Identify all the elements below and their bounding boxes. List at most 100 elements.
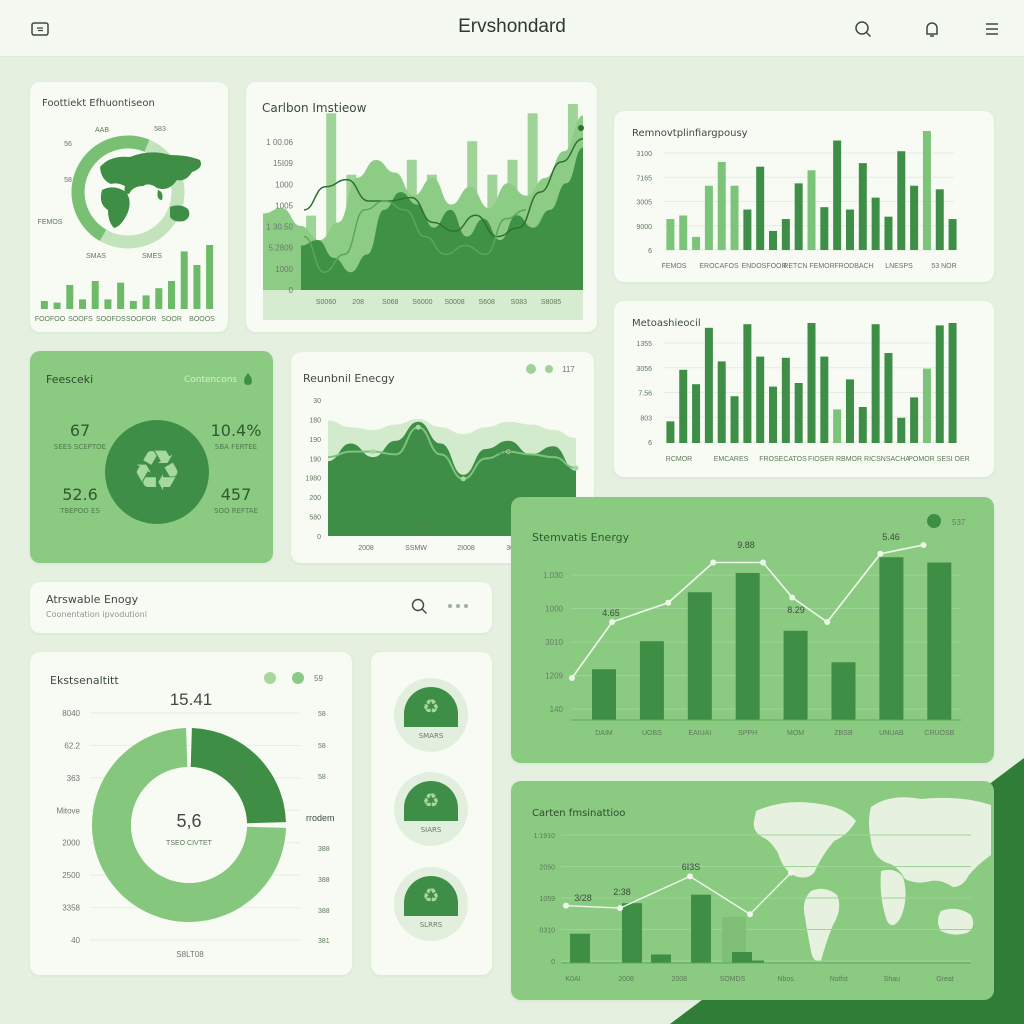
trend-point bbox=[609, 619, 616, 625]
x-tick-label: EMCARES bbox=[714, 456, 749, 463]
y-tick-label: 2500 bbox=[62, 871, 80, 880]
more-options-icon[interactable] bbox=[446, 602, 472, 610]
y-tick-label: 3005 bbox=[636, 200, 652, 207]
bar bbox=[820, 356, 829, 443]
metrics-title: Metoashieocil bbox=[632, 318, 701, 329]
x-tick-label: CRUOSB bbox=[924, 730, 954, 737]
bar bbox=[820, 207, 829, 250]
bar bbox=[922, 368, 931, 443]
trend-point bbox=[568, 675, 575, 681]
y-tick-label: 1:1910 bbox=[534, 833, 556, 840]
icon-list-item[interactable]: ♻ SIARS bbox=[394, 772, 468, 846]
bar bbox=[570, 933, 590, 963]
ring-label: SMS bbox=[182, 159, 198, 166]
hamburger-icon[interactable] bbox=[981, 18, 1003, 40]
x-tick-label: SOMDS bbox=[720, 976, 746, 983]
trend-point bbox=[665, 599, 672, 606]
right-tick-label: 58 bbox=[318, 711, 326, 718]
ring-label: 56 bbox=[64, 141, 72, 148]
point-label: 8.29 bbox=[787, 605, 805, 615]
y-tick-label: 0 bbox=[551, 959, 555, 966]
y-tick-label: 1005 bbox=[275, 201, 293, 210]
footprint-ring-segment bbox=[71, 135, 185, 249]
y-tick-label: 2050 bbox=[539, 865, 555, 872]
trend-point bbox=[370, 449, 376, 455]
bar bbox=[807, 323, 816, 443]
bar bbox=[871, 197, 880, 250]
bar bbox=[884, 216, 893, 250]
icon-list-item[interactable]: ♻ SLRRS bbox=[394, 867, 468, 941]
point-label: 6I3S bbox=[682, 862, 701, 872]
legend-dot[interactable] bbox=[927, 514, 941, 528]
bar bbox=[206, 245, 214, 309]
x-tick-label: FRODBACH bbox=[834, 263, 873, 270]
app-header: Ervshondard bbox=[0, 0, 1024, 57]
right-label: rrodem bbox=[306, 813, 335, 823]
right-tick-label: 381 bbox=[318, 938, 330, 945]
menu-box-icon[interactable] bbox=[29, 18, 51, 40]
legend-dot[interactable] bbox=[545, 365, 553, 373]
x-tick-label: LNESPS bbox=[885, 263, 913, 270]
recycle-icon: ♻ bbox=[404, 876, 458, 916]
x-tick-label: 53 NOR bbox=[931, 263, 956, 270]
search-bar-subtitle: Coonentation ipvodutionl bbox=[46, 610, 147, 619]
y-tick-label: 580 bbox=[309, 515, 321, 522]
bar bbox=[743, 324, 752, 443]
bar bbox=[735, 573, 760, 720]
x-tick-label: Nstfst bbox=[830, 976, 848, 983]
search-icon[interactable] bbox=[852, 18, 874, 40]
search-bar-card[interactable]: Atrswable Enogy Coonentation ipvodutionl bbox=[30, 582, 492, 633]
bar bbox=[704, 327, 713, 443]
x-tick-label: S083 bbox=[511, 299, 527, 306]
bar bbox=[679, 369, 688, 443]
trend-point bbox=[788, 869, 794, 876]
y-tick-label: 1355 bbox=[636, 341, 652, 348]
ring-label: SMAS bbox=[86, 253, 106, 260]
y-tick-label: 40 bbox=[71, 936, 80, 945]
x-tick-label: EROCAFOS bbox=[699, 263, 739, 270]
legend-dot[interactable] bbox=[292, 672, 304, 684]
carten-chart: 1:1910 2050 1059 0310 0 3/28 2:38 6I3S K0AI 2008 2… bbox=[534, 797, 991, 983]
bar bbox=[756, 166, 765, 250]
x-tick-label: BOOOS bbox=[189, 316, 215, 323]
point-label: 3/28 bbox=[574, 893, 592, 903]
slice-label: COR bbox=[229, 765, 245, 772]
legend-dot[interactable] bbox=[264, 672, 276, 684]
bar bbox=[769, 386, 778, 443]
bell-icon[interactable] bbox=[921, 18, 943, 40]
bar bbox=[783, 630, 808, 720]
bar bbox=[807, 170, 816, 250]
summary-link[interactable]: Contencons bbox=[184, 375, 238, 385]
x-tick-label: SOOFDS bbox=[96, 316, 126, 323]
bar bbox=[831, 662, 856, 720]
center-value: 5,6 bbox=[176, 811, 201, 831]
bar bbox=[948, 219, 957, 250]
bar bbox=[155, 288, 163, 309]
icon-list-item[interactable]: ♻ SMARS bbox=[394, 678, 468, 752]
legend-dot[interactable] bbox=[526, 364, 536, 374]
summary-title: Feesceki bbox=[46, 373, 94, 386]
y-tick-label: 1 30.50 bbox=[266, 223, 293, 232]
right-tick-label: 58 bbox=[318, 743, 326, 750]
trend-line bbox=[327, 426, 577, 480]
trend-point bbox=[617, 905, 623, 912]
stat-label: TBEPOO ES bbox=[60, 507, 100, 515]
x-tick-label: Great bbox=[936, 976, 954, 983]
y-tick-label: 1.030 bbox=[543, 571, 564, 580]
bar bbox=[833, 409, 842, 443]
y-tick-label: 0 bbox=[289, 286, 294, 295]
donut-hole bbox=[131, 767, 247, 883]
search-icon[interactable] bbox=[410, 597, 430, 617]
y-tick-label: 190 bbox=[309, 456, 321, 463]
donut-slice bbox=[92, 728, 286, 922]
ring-label: 583 bbox=[154, 126, 166, 133]
carten-title: Carten fmsinattioo bbox=[532, 808, 626, 819]
bar bbox=[168, 281, 175, 309]
bar bbox=[750, 960, 764, 963]
x-tick-label: 2008 bbox=[671, 976, 687, 983]
y-tick-label: 1209 bbox=[545, 672, 563, 681]
carbon-emissions-chart: 1 00.06 15I09 1000 1005 1 30.50 5.2809 1000 0 S0… bbox=[263, 104, 584, 320]
x-tick-label: K0AI bbox=[565, 976, 580, 983]
trend-point bbox=[563, 902, 569, 909]
carbon-emissions-card: 1 00.06 15I09 1000 1005 1 30.50 5.2809 1000 0 S0… bbox=[246, 82, 597, 332]
